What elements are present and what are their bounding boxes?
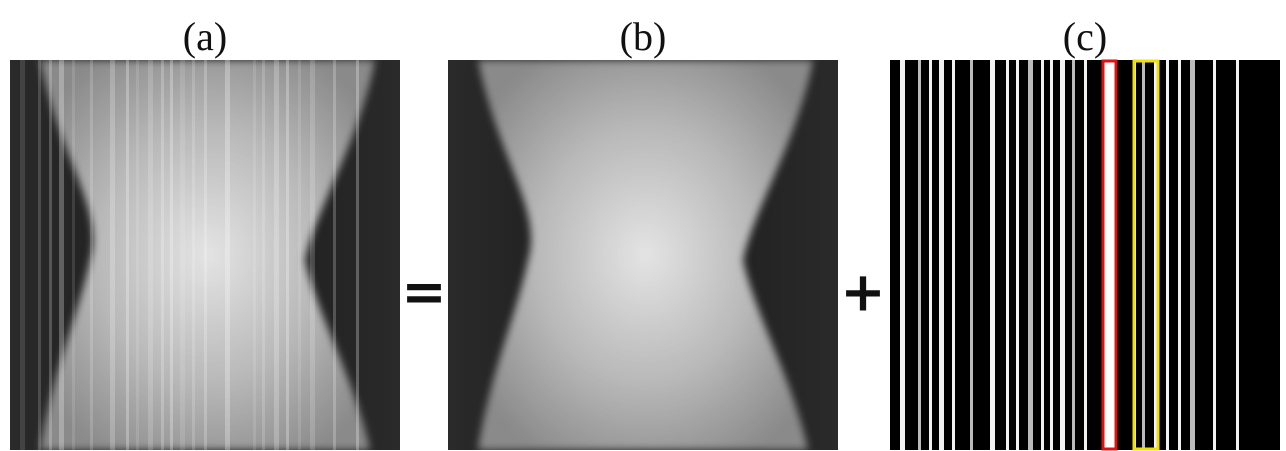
stripe — [918, 60, 921, 450]
stripe — [253, 60, 256, 450]
stripe — [161, 60, 164, 450]
stripe — [49, 60, 52, 450]
panel-label: (b) — [620, 14, 667, 59]
stripe — [225, 60, 230, 450]
sinogram-with-stripes — [10, 60, 400, 450]
highlight-box-yellow — [1132, 59, 1160, 451]
stripe — [59, 60, 64, 450]
stripe — [204, 60, 207, 450]
stripe — [356, 60, 359, 450]
equals-sign: = — [401, 261, 446, 324]
stripe — [1190, 60, 1195, 450]
stripe — [952, 60, 955, 450]
stripe — [1060, 60, 1065, 450]
stripe — [1006, 60, 1009, 450]
stripe — [970, 60, 973, 450]
stripe — [136, 60, 139, 450]
stripe — [1016, 60, 1019, 450]
highlight-box-red — [1101, 59, 1118, 451]
stripe — [1166, 60, 1169, 450]
stripe — [333, 60, 336, 450]
stripe-pattern — [890, 59, 1280, 451]
sinogram-clean — [448, 60, 838, 450]
panel-label: (c) — [1063, 14, 1107, 59]
stripe — [1072, 60, 1075, 450]
stripe — [1178, 60, 1181, 450]
stripe — [286, 60, 289, 450]
stripe — [1041, 60, 1044, 450]
stripe — [1050, 60, 1053, 450]
stripe — [310, 60, 315, 450]
stripe — [192, 60, 195, 450]
stripe — [262, 60, 265, 450]
stripe — [38, 60, 41, 450]
stripe — [148, 60, 153, 450]
stripe — [90, 60, 93, 450]
stripe — [929, 60, 932, 450]
stripe — [939, 60, 944, 450]
stripe — [1084, 60, 1087, 450]
stripe — [170, 60, 173, 450]
stripe — [1236, 60, 1239, 450]
stripe — [900, 60, 905, 450]
panel-label: (a) — [183, 14, 227, 59]
stripe — [126, 60, 129, 450]
stripe — [180, 60, 185, 450]
stripe — [990, 60, 995, 450]
stripe — [20, 60, 25, 450]
stripe — [72, 60, 75, 450]
stripe — [1213, 60, 1216, 450]
stripe — [1028, 60, 1033, 450]
plus-sign: + — [840, 261, 885, 324]
stripe — [274, 60, 279, 450]
stripe — [298, 60, 301, 450]
stripe — [110, 60, 115, 450]
stripe — [1142, 60, 1145, 450]
